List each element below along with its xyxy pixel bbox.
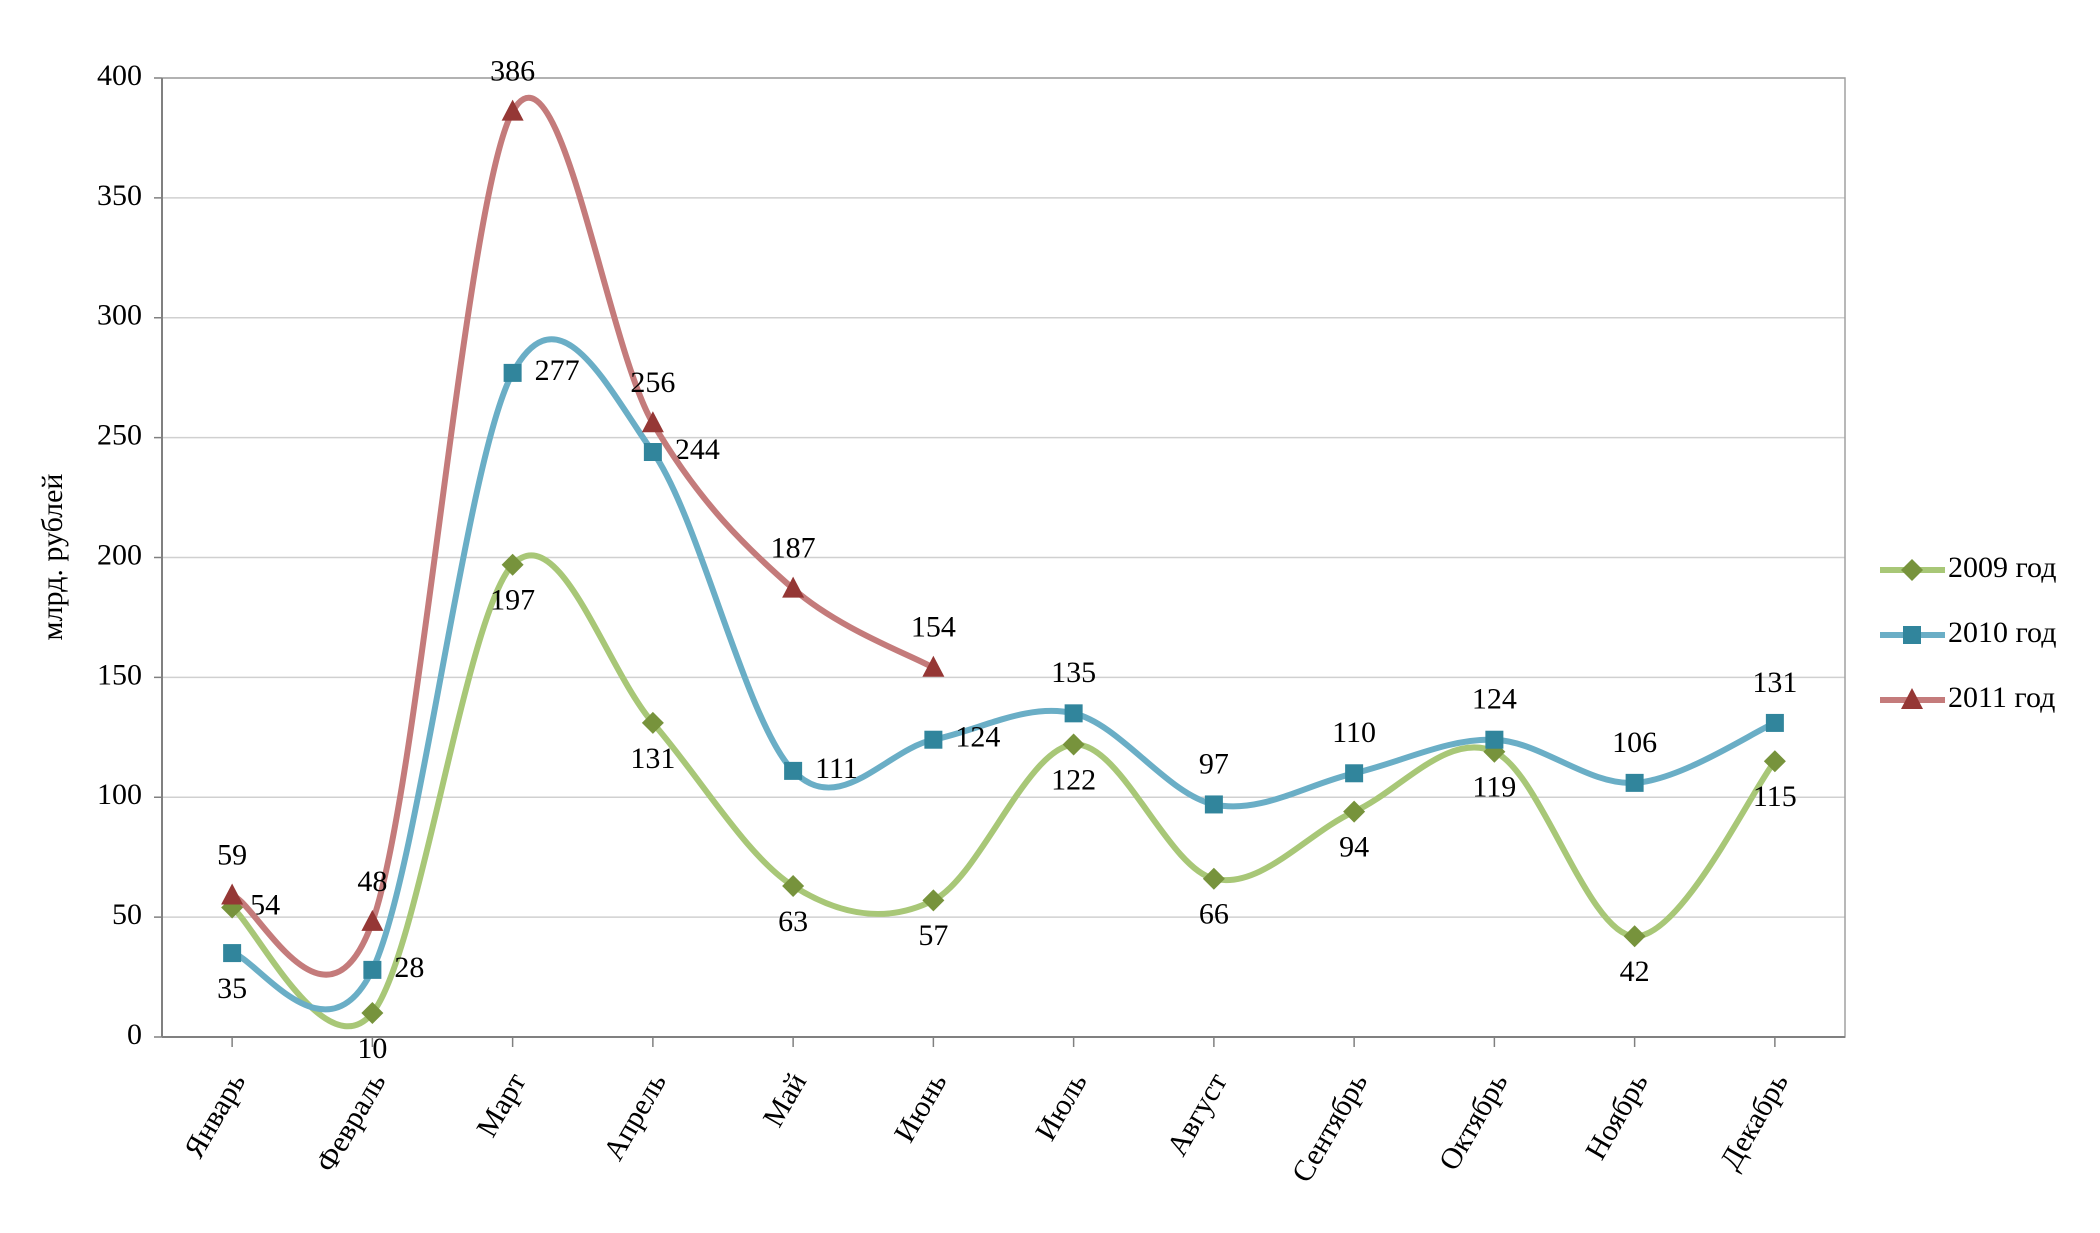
y-tick-label: 0 (127, 1018, 142, 1051)
x-tick-label: Июнь (888, 1067, 953, 1147)
data-label: 59 (217, 838, 247, 871)
y-tick-label: 350 (97, 179, 142, 212)
marker (1204, 795, 1223, 814)
marker (782, 874, 805, 897)
marker (641, 411, 664, 433)
y-tick-label: 150 (97, 658, 142, 691)
marker (501, 553, 524, 576)
y-tick-label: 200 (97, 538, 142, 571)
marker (1763, 750, 1786, 773)
marker (782, 576, 805, 598)
data-label: 63 (778, 905, 808, 938)
y-tick-label: 100 (97, 778, 142, 811)
series-line (229, 336, 1778, 1013)
data-label: 42 (1620, 955, 1650, 988)
data-label: 94 (1339, 831, 1369, 864)
x-tick-label: Апрель (597, 1067, 673, 1166)
data-label: 35 (217, 972, 247, 1005)
data-label: 124 (1472, 683, 1517, 716)
marker (784, 761, 803, 780)
data-label: 119 (1472, 771, 1516, 804)
marker (1202, 867, 1225, 890)
marker (1901, 559, 1923, 581)
data-label: 10 (357, 1032, 387, 1065)
data-label: 57 (918, 919, 948, 952)
marker (1625, 773, 1644, 792)
y-tick-label: 50 (112, 898, 142, 931)
x-tick-label: Январь (178, 1067, 253, 1163)
x-tick-label: Март (470, 1067, 532, 1142)
x-tick-label: Ноябрь (1579, 1067, 1655, 1165)
y-tick-label: 300 (97, 299, 142, 332)
data-label: 135 (1051, 656, 1096, 689)
y-axis-label: млрд. рублей (36, 474, 69, 641)
marker (922, 655, 945, 677)
marker (1062, 733, 1085, 756)
data-label: 187 (771, 532, 816, 565)
x-tick-label: Февраль (310, 1067, 393, 1177)
data-label: 256 (630, 366, 675, 399)
marker (1064, 704, 1083, 723)
marker (1345, 764, 1364, 783)
data-label: 197 (490, 584, 535, 617)
data-label: 122 (1051, 763, 1096, 796)
marker (924, 730, 943, 749)
data-label: 131 (630, 742, 675, 775)
series-line (229, 94, 937, 978)
data-label: 28 (394, 951, 424, 984)
series: 59 48 386 256 187 154 (217, 54, 956, 978)
data-label: 66 (1199, 898, 1229, 931)
marker (221, 883, 244, 905)
data-label: 111 (815, 752, 858, 785)
marker (643, 443, 662, 462)
data-label: 97 (1199, 747, 1229, 780)
data-label: 124 (955, 721, 1000, 754)
legend-label: 2010 год (1948, 616, 2056, 649)
x-tick-label: Октябрь (1433, 1067, 1515, 1176)
y-tick-label: 400 (97, 59, 142, 92)
data-label: 154 (911, 611, 956, 644)
marker (361, 909, 384, 931)
legend-label: 2011 год (1948, 681, 2055, 714)
series-line (229, 552, 1778, 1030)
marker (922, 889, 945, 912)
marker (1765, 713, 1784, 732)
x-tick-label: Июль (1029, 1067, 1094, 1146)
marker (1343, 800, 1366, 823)
x-tick-label: Май (757, 1067, 814, 1132)
marker (1623, 925, 1646, 948)
marker (363, 960, 382, 979)
marker (501, 99, 524, 121)
data-label: 115 (1753, 780, 1797, 813)
data-label: 106 (1612, 726, 1657, 759)
data-label: 48 (357, 865, 387, 898)
data-label: 244 (675, 433, 720, 466)
legend-label: 2009 год (1948, 551, 2056, 584)
x-tick-label: Август (1161, 1067, 1234, 1161)
x-tick-label: Декабрь (1714, 1067, 1795, 1175)
data-label: 386 (490, 54, 535, 87)
series: 35 28 277 244 111 124 135 97 110 124 106 131 (217, 336, 1797, 1013)
marker (361, 1002, 384, 1025)
x-tick-label: Сентябрь (1285, 1067, 1374, 1188)
data-label: 110 (1332, 716, 1376, 749)
marker (1485, 730, 1504, 749)
y-tick-label: 250 (97, 419, 142, 452)
marker (1903, 626, 1921, 644)
marker (641, 711, 664, 734)
marker (223, 944, 242, 963)
data-label: 131 (1752, 666, 1797, 699)
data-label: 277 (535, 354, 580, 387)
marker (1901, 688, 1923, 709)
marker (503, 363, 522, 382)
